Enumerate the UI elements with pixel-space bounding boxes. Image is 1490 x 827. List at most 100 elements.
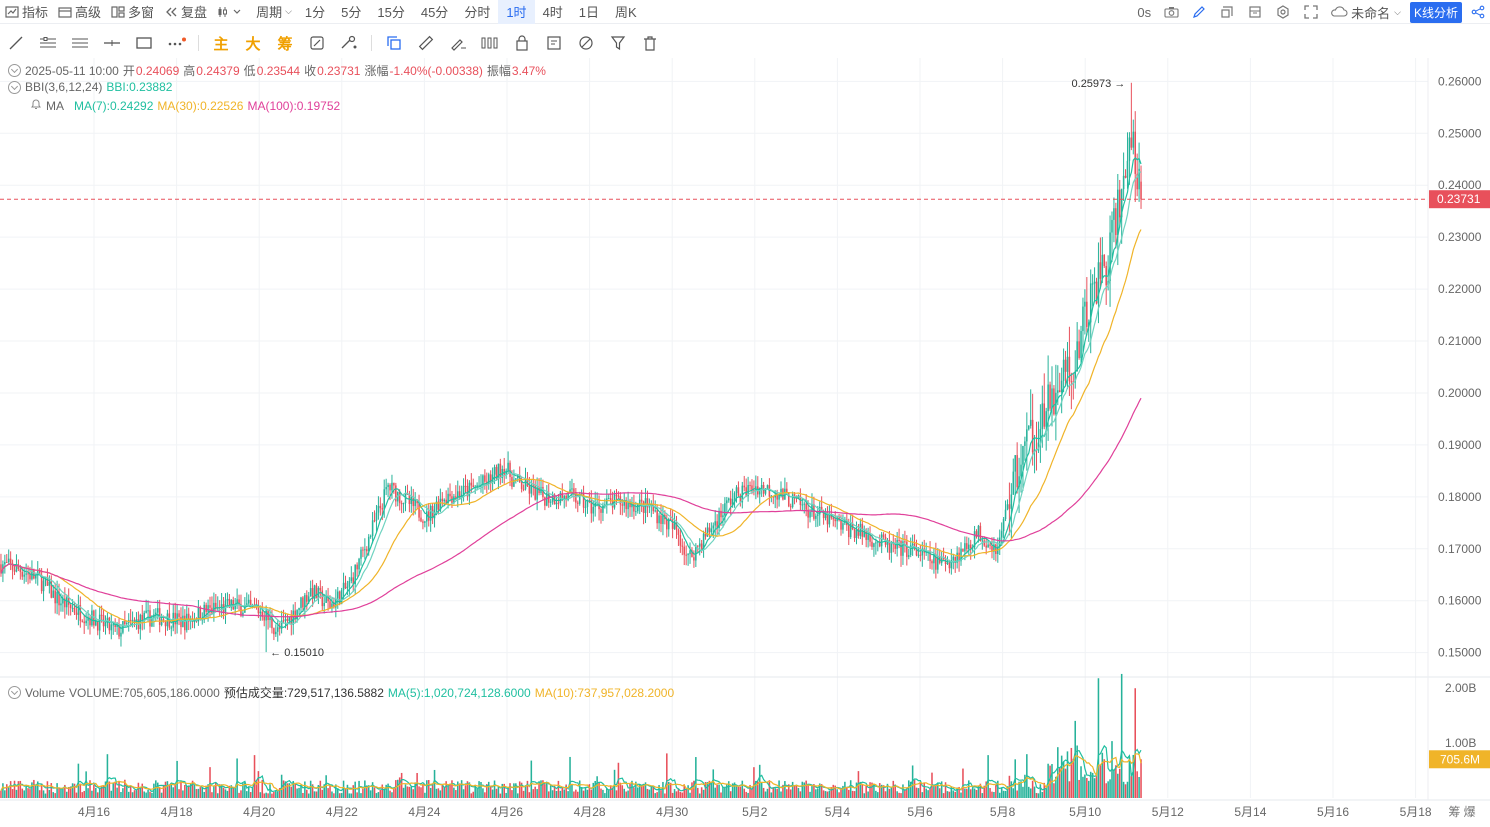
volume-bar	[522, 790, 525, 798]
multi-window-button[interactable]: 多窗	[106, 0, 159, 24]
parallel-lines-icon[interactable]	[32, 29, 64, 57]
compare-icon[interactable]	[474, 29, 506, 57]
trendline-tool-icon[interactable]	[0, 29, 32, 57]
candle-body	[207, 605, 209, 612]
interval-tab[interactable]: 45分	[420, 5, 449, 20]
candle-body	[1111, 219, 1113, 233]
volume-bar	[1022, 786, 1024, 798]
big-order-tool[interactable]: 大	[245, 35, 261, 53]
interval-tab[interactable]: 1日	[578, 5, 600, 20]
volume-axis-tick: 2.00B	[1445, 681, 1476, 695]
volume-bar	[985, 781, 987, 798]
horizontal-line-icon[interactable]	[96, 29, 128, 57]
magnet-ruler-icon[interactable]	[333, 29, 365, 57]
collapse-toggle-icon[interactable]	[8, 64, 21, 77]
volume-bar	[133, 790, 136, 798]
volume-bar	[791, 781, 794, 798]
period-dropdown[interactable]: 周期 ⌵	[251, 0, 297, 24]
indicator-chart-icon	[5, 5, 19, 18]
candle-body	[96, 620, 99, 631]
candle-body	[741, 485, 744, 503]
candle-body	[743, 485, 746, 488]
brush-icon[interactable]	[442, 29, 474, 57]
copy-layers-icon[interactable]	[378, 29, 410, 57]
volume-bar	[449, 783, 451, 798]
candle-body	[292, 610, 295, 625]
collapse-toggle-icon[interactable]	[8, 686, 21, 699]
indicators-button[interactable]: 指标	[0, 0, 53, 24]
candle-body	[48, 581, 51, 586]
candle-body	[847, 525, 850, 538]
camera-icon[interactable]	[1157, 0, 1185, 24]
chart-type-dropdown[interactable]	[212, 0, 251, 24]
volume-bar	[273, 791, 275, 798]
volume-bar	[722, 787, 724, 798]
volume-ma10-line	[0, 753, 1142, 791]
trash-icon[interactable]	[634, 29, 666, 57]
volume-bar	[1107, 781, 1109, 798]
candle-body	[160, 619, 163, 625]
volume-bar	[398, 777, 401, 798]
volume-bar	[578, 780, 581, 798]
volume-bar	[799, 791, 802, 798]
ruler-icon[interactable]	[410, 29, 442, 57]
layout-name-dropdown[interactable]: 未命名 ⌵	[1325, 0, 1406, 24]
volume-bar	[660, 790, 662, 798]
filter-icon[interactable]	[602, 29, 634, 57]
rectangle-tool-icon[interactable]	[128, 29, 160, 57]
window-icon[interactable]	[1213, 0, 1241, 24]
volume-bar	[1086, 778, 1088, 798]
pen-icon[interactable]	[1185, 0, 1213, 24]
candle-body	[791, 494, 794, 507]
interval-tab[interactable]: 周K	[615, 5, 637, 20]
chips-tool[interactable]: 筹	[277, 35, 293, 53]
candle-body	[633, 504, 635, 512]
candle-body	[381, 508, 384, 510]
calculator-icon[interactable]	[1241, 0, 1269, 24]
candle-body	[590, 500, 593, 514]
candle-body	[174, 612, 176, 625]
volume-bar	[966, 788, 968, 798]
candle-body	[737, 487, 740, 496]
interval-tab[interactable]: 分时	[464, 5, 491, 20]
bell-icon[interactable]	[30, 98, 42, 113]
volume-bar	[1080, 766, 1082, 798]
time-axis-tick: 5月18	[1400, 805, 1432, 819]
interval-tab[interactable]: 15分	[377, 5, 405, 20]
note-icon[interactable]	[538, 29, 570, 57]
candle-body	[948, 563, 951, 569]
candle-body	[62, 598, 64, 604]
interval-tab[interactable]: 4时	[542, 5, 563, 20]
candle-body	[435, 501, 438, 510]
settings-gear-icon[interactable]	[1269, 0, 1297, 24]
share-icon[interactable]	[1466, 0, 1490, 24]
volume-bar	[292, 781, 295, 798]
interval-tab[interactable]: 1时	[498, 0, 535, 24]
kline-analysis-button[interactable]: K线分析	[1409, 1, 1462, 23]
channel-tool-icon[interactable]	[64, 29, 96, 57]
edit-chart-icon[interactable]	[301, 29, 333, 57]
candle-body	[865, 530, 867, 540]
replay-button[interactable]: 复盘	[159, 0, 212, 24]
candle-body	[493, 467, 496, 475]
candle-body	[443, 499, 445, 502]
volume-bar	[995, 785, 997, 798]
advanced-button[interactable]: 高级	[53, 0, 106, 24]
volume-bar	[1138, 776, 1140, 798]
lock-icon[interactable]	[506, 29, 538, 57]
candle-body	[991, 545, 993, 552]
eraser-icon[interactable]	[570, 29, 602, 57]
collapse-toggle-icon[interactable]	[8, 80, 21, 94]
volume-bar	[689, 792, 691, 798]
volume-bar	[811, 785, 813, 798]
volume-bar	[658, 785, 660, 798]
time-axis-tick: 5月10	[1069, 805, 1101, 819]
fullscreen-icon[interactable]	[1297, 0, 1325, 24]
candle-body	[19, 568, 22, 572]
main-force-tool[interactable]: 主	[213, 35, 229, 53]
interval-tab[interactable]: 1分	[304, 5, 326, 20]
volume-bar	[718, 784, 720, 798]
interval-tab[interactable]: 5分	[341, 5, 362, 20]
more-tools-icon[interactable]	[160, 29, 192, 57]
